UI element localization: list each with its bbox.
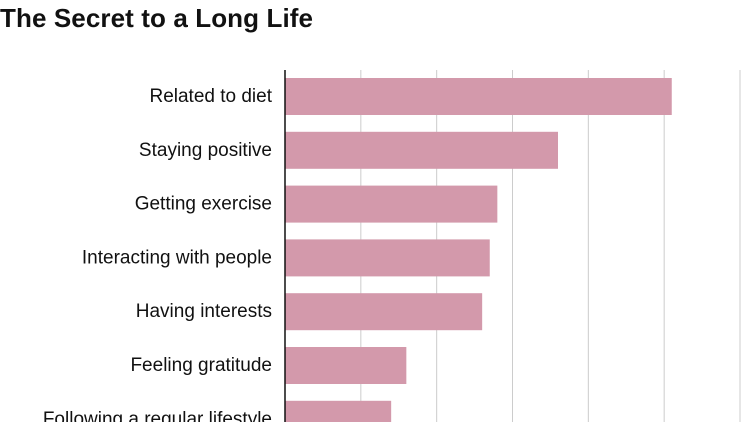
category-label: Having interests — [136, 301, 272, 322]
category-label: Interacting with people — [82, 247, 272, 268]
bar — [285, 400, 392, 422]
category-label: Feeling gratitude — [130, 355, 272, 376]
bar — [285, 131, 558, 169]
bars — [285, 78, 672, 422]
category-label: Getting exercise — [135, 194, 272, 215]
category-labels: Related to diet Staying positive Getting e… — [43, 86, 273, 422]
bar — [285, 347, 407, 384]
bar — [285, 293, 483, 331]
bar — [285, 185, 498, 223]
category-label: Related to diet — [149, 86, 272, 107]
category-label: Following a regular lifestyle — [43, 409, 272, 422]
category-label: Staying positive — [139, 140, 272, 161]
chart-title: The Secret to a Long Life — [0, 3, 314, 33]
bar — [285, 78, 672, 115]
bar — [285, 239, 490, 277]
